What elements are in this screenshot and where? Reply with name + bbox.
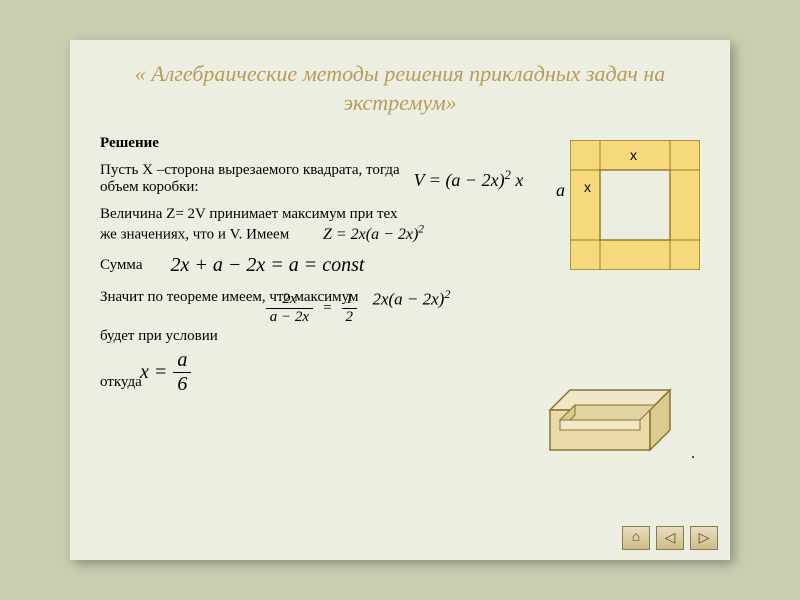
let-text-1: Пусть X –сторона вырезаемого квадрата, т… xyxy=(100,162,400,178)
next-button[interactable]: ▷ xyxy=(690,526,718,550)
square-diagram: x x xyxy=(570,140,700,270)
condition-fraction: 2x a − 2x = 1 2 xyxy=(266,319,357,354)
home-button[interactable]: ⌂ xyxy=(622,526,650,550)
diagram-x-top: x xyxy=(630,147,637,163)
z-text-1: Величина Z= 2V принимает максимум при те… xyxy=(100,206,398,222)
sum-formula: 2x + a − 2x = a = const xyxy=(170,254,364,277)
sum-label: Сумма xyxy=(100,257,142,274)
condition-label: будет при условии xyxy=(100,328,218,345)
theorem-text: Значит по теореме имеем, что максимум xyxy=(100,289,358,306)
nav-controls: ⌂ ◁ ▷ xyxy=(622,526,718,550)
box-3d xyxy=(530,380,680,470)
diagram-a-label: a xyxy=(556,180,565,201)
diagram-x-left: x xyxy=(584,179,591,195)
slide-title: « Алгебраические методы решения прикладн… xyxy=(100,60,700,117)
z-text-2: же значениях, что и V. Имеем xyxy=(100,227,289,243)
box-period: . xyxy=(691,445,695,463)
slide: « Алгебраические методы решения прикладн… xyxy=(70,40,730,560)
z-formula: Z = 2x(a − 2x)2 xyxy=(323,226,424,243)
theorem-line: Значит по теореме имеем, что максимум 2x… xyxy=(100,287,700,310)
max-formula: 2x(a − 2x)2 xyxy=(372,287,450,310)
prev-button[interactable]: ◁ xyxy=(656,526,684,550)
volume-formula: V = (a − 2x)2 x xyxy=(414,168,524,191)
whence-label: откуда xyxy=(100,374,142,391)
let-text-2: объем коробки: xyxy=(100,179,199,195)
